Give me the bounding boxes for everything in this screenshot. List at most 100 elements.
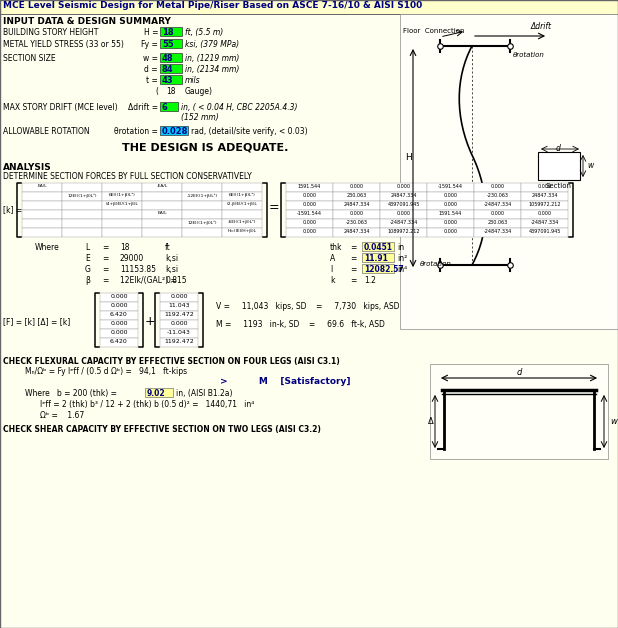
Bar [142, 183, 182, 192]
Text: DETERMINE SECTION FORCES BY FULL SECTION CONSERVATIVELY: DETERMINE SECTION FORCES BY FULL SECTION… [3, 172, 252, 181]
Bar [142, 228, 182, 237]
Text: d =: d = [145, 65, 158, 74]
Text: L: L [85, 243, 89, 252]
Text: k,si: k,si [165, 265, 178, 274]
Text: 0.000: 0.000 [538, 184, 551, 189]
Bar [222, 228, 262, 237]
Text: ft, (5.5 m): ft, (5.5 m) [185, 28, 223, 37]
Text: -24847.334: -24847.334 [483, 202, 512, 207]
Text: 55: 55 [162, 40, 174, 49]
Text: 29000: 29000 [120, 254, 144, 263]
Text: 0.000: 0.000 [444, 229, 457, 234]
Text: 84: 84 [162, 65, 174, 74]
Bar [182, 201, 222, 210]
Text: -24847.334: -24847.334 [483, 229, 512, 234]
Text: BUILDING STORY HEIGHT: BUILDING STORY HEIGHT [3, 28, 98, 37]
Text: 0.000: 0.000 [110, 330, 128, 335]
Bar [222, 210, 262, 219]
Text: 0.815: 0.815 [165, 276, 187, 285]
Text: 0.000: 0.000 [397, 184, 410, 189]
Text: 1591.544: 1591.544 [298, 184, 321, 189]
Bar [222, 201, 262, 210]
Text: k,si: k,si [165, 254, 178, 263]
Bar [427, 228, 474, 237]
Text: mils: mils [185, 76, 201, 85]
Bar [380, 201, 427, 210]
Bar [160, 293, 198, 302]
Text: -230.063: -230.063 [486, 193, 509, 198]
Text: 0.000: 0.000 [302, 193, 316, 198]
Text: β: β [85, 276, 90, 285]
Bar [521, 210, 568, 219]
Bar [362, 242, 394, 251]
Text: -1591.544: -1591.544 [297, 211, 322, 216]
Text: in, (2134 mm): in, (2134 mm) [185, 65, 239, 74]
Text: 1089972.212: 1089972.212 [387, 229, 420, 234]
Bar [333, 201, 380, 210]
Text: 24847.334: 24847.334 [390, 193, 417, 198]
Text: Where: Where [35, 243, 60, 252]
Text: =: = [350, 243, 357, 252]
Bar [286, 228, 333, 237]
Text: 230.063: 230.063 [346, 193, 366, 198]
Text: MAX STORY DRIFT (MCE level): MAX STORY DRIFT (MCE level) [3, 103, 117, 112]
Text: w =: w = [143, 54, 158, 63]
Bar [100, 320, 138, 329]
Text: Where   b = 200 (thk) =: Where b = 200 (thk) = [25, 389, 117, 398]
Text: θrotation =: θrotation = [114, 127, 158, 136]
Bar [22, 228, 62, 237]
Bar [100, 293, 138, 302]
Text: -6EI((1+β)L²): -6EI((1+β)L²) [228, 220, 256, 224]
Bar [521, 192, 568, 201]
Text: EA/L: EA/L [37, 184, 47, 188]
Text: 230.063: 230.063 [488, 220, 507, 225]
Text: 6EI((1+β)L²): 6EI((1+β)L²) [229, 193, 255, 197]
Text: E: E [85, 254, 90, 263]
Bar [102, 228, 142, 237]
Text: 0.000: 0.000 [350, 211, 363, 216]
Text: 0.000: 0.000 [302, 202, 316, 207]
Bar [222, 192, 262, 201]
Bar [474, 201, 521, 210]
Text: 6EI((1+β)L²): 6EI((1+β)L²) [109, 193, 135, 197]
Text: 43: 43 [162, 76, 174, 85]
Text: =: = [102, 265, 108, 274]
Text: d: d [556, 144, 561, 153]
Text: Floor  Connection: Floor Connection [403, 28, 465, 34]
Text: =: = [350, 276, 357, 285]
Text: 0.000: 0.000 [170, 321, 188, 326]
Bar [427, 219, 474, 228]
Bar [474, 192, 521, 201]
Bar [521, 219, 568, 228]
Text: 1.2: 1.2 [364, 276, 376, 285]
Text: 18: 18 [166, 87, 176, 96]
Text: in, (AISI B1.2a): in, (AISI B1.2a) [176, 389, 232, 398]
Bar [333, 228, 380, 237]
Bar [333, 219, 380, 228]
Bar [62, 210, 102, 219]
Text: -EA/L: -EA/L [156, 184, 167, 188]
Text: 12082.57: 12082.57 [364, 265, 404, 274]
Text: rad, (detail/site verify, < 0.03): rad, (detail/site verify, < 0.03) [191, 127, 308, 136]
Bar [160, 338, 198, 347]
Bar [160, 75, 182, 84]
Text: 0.000: 0.000 [110, 321, 128, 326]
Text: THE DESIGN IS ADEQUATE.: THE DESIGN IS ADEQUATE. [122, 143, 288, 153]
Bar [380, 210, 427, 219]
Text: 24847.334: 24847.334 [531, 193, 558, 198]
Text: thk: thk [330, 243, 342, 252]
Text: 1192.472: 1192.472 [164, 312, 194, 317]
Bar [362, 264, 394, 273]
Bar [100, 329, 138, 338]
Bar [521, 183, 568, 192]
Text: in, ( < 0.04 H, CBC 2205A.4.3): in, ( < 0.04 H, CBC 2205A.4.3) [181, 103, 297, 112]
Bar [222, 219, 262, 228]
Text: -12EI((1+β)L³): -12EI((1+β)L³) [187, 193, 218, 198]
Bar [142, 201, 182, 210]
Text: 0.000: 0.000 [538, 211, 551, 216]
Text: k: k [330, 276, 334, 285]
Bar [160, 320, 198, 329]
Text: 12EI((1+β)L³): 12EI((1+β)L³) [67, 193, 97, 198]
Text: =: = [102, 254, 108, 263]
Bar [0, 0, 618, 14]
